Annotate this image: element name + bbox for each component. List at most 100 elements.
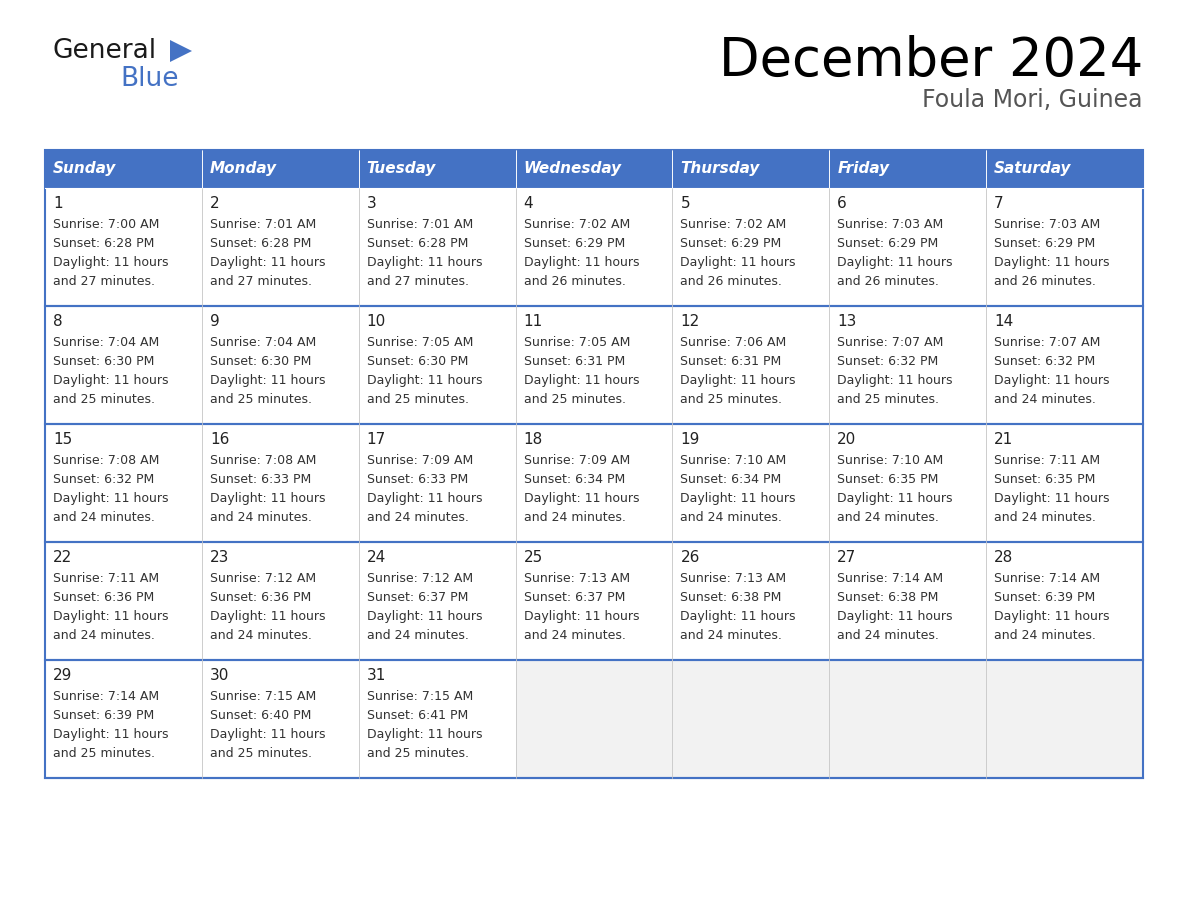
Text: Tuesday: Tuesday <box>367 162 436 176</box>
Text: Sunrise: 7:08 AM: Sunrise: 7:08 AM <box>210 454 316 467</box>
Bar <box>45 306 202 424</box>
Text: 12: 12 <box>681 314 700 329</box>
Bar <box>986 424 1143 542</box>
Text: and 26 minutes.: and 26 minutes. <box>524 275 625 288</box>
Bar <box>672 660 829 778</box>
Text: 5: 5 <box>681 196 690 211</box>
Text: and 24 minutes.: and 24 minutes. <box>367 629 468 642</box>
Text: and 25 minutes.: and 25 minutes. <box>838 393 940 406</box>
Text: and 24 minutes.: and 24 minutes. <box>994 393 1097 406</box>
Text: Daylight: 11 hours: Daylight: 11 hours <box>994 610 1110 623</box>
Bar <box>829 542 986 660</box>
Bar <box>829 188 986 306</box>
Bar <box>202 306 359 424</box>
Text: 20: 20 <box>838 432 857 447</box>
Text: Sunset: 6:29 PM: Sunset: 6:29 PM <box>524 237 625 250</box>
Text: Sunset: 6:39 PM: Sunset: 6:39 PM <box>53 709 154 722</box>
Text: Daylight: 11 hours: Daylight: 11 hours <box>53 374 169 387</box>
Text: 9: 9 <box>210 314 220 329</box>
Bar <box>359 542 516 660</box>
Bar <box>829 660 986 778</box>
Text: Sunrise: 7:04 AM: Sunrise: 7:04 AM <box>53 336 159 349</box>
Text: and 27 minutes.: and 27 minutes. <box>53 275 154 288</box>
Text: Sunrise: 7:07 AM: Sunrise: 7:07 AM <box>994 336 1100 349</box>
Text: Sunset: 6:39 PM: Sunset: 6:39 PM <box>994 591 1095 604</box>
Text: Sunrise: 7:05 AM: Sunrise: 7:05 AM <box>367 336 473 349</box>
Text: Sunrise: 7:06 AM: Sunrise: 7:06 AM <box>681 336 786 349</box>
Text: Sunday: Sunday <box>53 162 116 176</box>
Text: Sunset: 6:35 PM: Sunset: 6:35 PM <box>994 473 1095 486</box>
Text: 10: 10 <box>367 314 386 329</box>
Text: Sunrise: 7:12 AM: Sunrise: 7:12 AM <box>210 572 316 585</box>
Text: 18: 18 <box>524 432 543 447</box>
Text: Sunrise: 7:03 AM: Sunrise: 7:03 AM <box>838 218 943 231</box>
Bar <box>672 150 829 188</box>
Text: Sunrise: 7:14 AM: Sunrise: 7:14 AM <box>994 572 1100 585</box>
Text: Sunrise: 7:01 AM: Sunrise: 7:01 AM <box>210 218 316 231</box>
Bar <box>202 188 359 306</box>
Text: 29: 29 <box>53 668 72 683</box>
Text: 28: 28 <box>994 550 1013 565</box>
Text: Sunrise: 7:05 AM: Sunrise: 7:05 AM <box>524 336 630 349</box>
Text: and 26 minutes.: and 26 minutes. <box>994 275 1097 288</box>
Text: General: General <box>52 38 156 64</box>
Text: and 25 minutes.: and 25 minutes. <box>367 747 469 760</box>
Text: 6: 6 <box>838 196 847 211</box>
Text: 16: 16 <box>210 432 229 447</box>
Text: and 25 minutes.: and 25 minutes. <box>367 393 469 406</box>
Text: Sunrise: 7:14 AM: Sunrise: 7:14 AM <box>838 572 943 585</box>
Text: 2: 2 <box>210 196 220 211</box>
Bar <box>202 660 359 778</box>
Text: 8: 8 <box>53 314 63 329</box>
Text: Sunrise: 7:02 AM: Sunrise: 7:02 AM <box>681 218 786 231</box>
Text: Daylight: 11 hours: Daylight: 11 hours <box>681 374 796 387</box>
Text: and 24 minutes.: and 24 minutes. <box>367 511 468 524</box>
Text: Sunset: 6:33 PM: Sunset: 6:33 PM <box>367 473 468 486</box>
Bar <box>986 542 1143 660</box>
Text: and 25 minutes.: and 25 minutes. <box>210 747 312 760</box>
Text: Sunset: 6:28 PM: Sunset: 6:28 PM <box>210 237 311 250</box>
Text: and 26 minutes.: and 26 minutes. <box>681 275 783 288</box>
Text: and 24 minutes.: and 24 minutes. <box>210 629 311 642</box>
Bar <box>45 188 202 306</box>
Text: Sunset: 6:38 PM: Sunset: 6:38 PM <box>681 591 782 604</box>
Text: 23: 23 <box>210 550 229 565</box>
Bar <box>45 660 202 778</box>
Text: Daylight: 11 hours: Daylight: 11 hours <box>210 374 326 387</box>
Text: Daylight: 11 hours: Daylight: 11 hours <box>681 610 796 623</box>
Text: Daylight: 11 hours: Daylight: 11 hours <box>53 610 169 623</box>
Bar <box>516 542 672 660</box>
Text: Daylight: 11 hours: Daylight: 11 hours <box>210 492 326 505</box>
Text: 7: 7 <box>994 196 1004 211</box>
Text: Monday: Monday <box>210 162 277 176</box>
Bar <box>516 188 672 306</box>
Bar <box>672 306 829 424</box>
Text: Sunrise: 7:10 AM: Sunrise: 7:10 AM <box>838 454 943 467</box>
Text: Sunrise: 7:09 AM: Sunrise: 7:09 AM <box>367 454 473 467</box>
Bar <box>359 150 516 188</box>
Text: 24: 24 <box>367 550 386 565</box>
Text: Friday: Friday <box>838 162 890 176</box>
Bar <box>829 424 986 542</box>
Text: Sunrise: 7:14 AM: Sunrise: 7:14 AM <box>53 690 159 703</box>
Text: Sunrise: 7:08 AM: Sunrise: 7:08 AM <box>53 454 159 467</box>
Text: Sunrise: 7:07 AM: Sunrise: 7:07 AM <box>838 336 943 349</box>
Text: Sunset: 6:33 PM: Sunset: 6:33 PM <box>210 473 311 486</box>
Text: Daylight: 11 hours: Daylight: 11 hours <box>53 256 169 269</box>
Text: and 24 minutes.: and 24 minutes. <box>524 511 625 524</box>
Text: Daylight: 11 hours: Daylight: 11 hours <box>994 492 1110 505</box>
Bar <box>516 424 672 542</box>
Bar <box>202 542 359 660</box>
Text: Daylight: 11 hours: Daylight: 11 hours <box>524 492 639 505</box>
Text: and 25 minutes.: and 25 minutes. <box>210 393 312 406</box>
Bar <box>672 542 829 660</box>
Text: and 27 minutes.: and 27 minutes. <box>210 275 312 288</box>
Text: Sunrise: 7:15 AM: Sunrise: 7:15 AM <box>210 690 316 703</box>
Text: Sunrise: 7:04 AM: Sunrise: 7:04 AM <box>210 336 316 349</box>
Bar <box>516 660 672 778</box>
Text: and 27 minutes.: and 27 minutes. <box>367 275 469 288</box>
Text: 27: 27 <box>838 550 857 565</box>
Text: Daylight: 11 hours: Daylight: 11 hours <box>838 256 953 269</box>
Bar <box>672 424 829 542</box>
Text: Sunset: 6:28 PM: Sunset: 6:28 PM <box>53 237 154 250</box>
